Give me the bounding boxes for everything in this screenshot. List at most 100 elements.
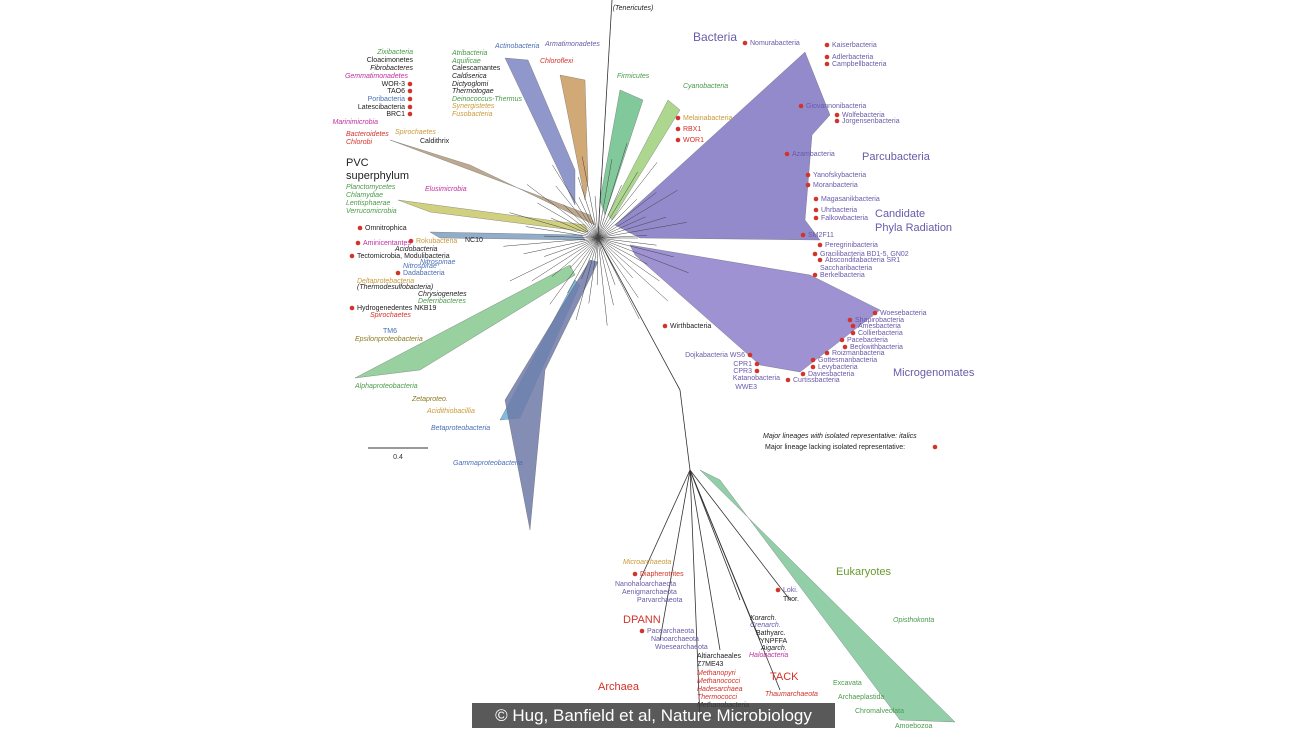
lineage-label: Epsilonproteobacteria <box>355 336 423 343</box>
lineage-label: Gottesmanbacteria <box>818 357 877 364</box>
lineage-label: Loki. <box>783 587 798 594</box>
lineage-label: superphylum <box>346 170 409 182</box>
branch <box>597 237 640 320</box>
labels: (Tenericutes)ZixibacteriaCloacimonetesFi… <box>332 5 974 730</box>
lineage-label: Zixibacteria <box>376 49 413 56</box>
lineage-label: TM6 <box>383 328 397 335</box>
lineage-label: Caldiserica <box>452 73 487 80</box>
lineage-label: Kaiserbacteria <box>832 42 877 49</box>
uncultured-marker <box>675 115 681 121</box>
branch <box>563 204 599 239</box>
uncultured-marker <box>775 587 781 593</box>
lineage-label: Campbellbacteria <box>832 61 887 68</box>
uncultured-marker <box>834 118 840 124</box>
lineage-label: (Tenericutes) <box>613 5 654 12</box>
lineage-label: Microarchaeota <box>623 559 671 566</box>
branch <box>597 159 613 239</box>
uncultured-marker <box>407 111 413 117</box>
branch <box>597 192 657 239</box>
lineage-label: Acidithiobacillia <box>426 408 475 415</box>
branch <box>597 222 687 239</box>
uncultured-marker <box>824 42 830 48</box>
lineage-label: Firmicutes <box>617 73 650 80</box>
lineage-label: Spirochaetes <box>370 312 411 319</box>
lineage-label: Hydrogenedentes NKB19 <box>357 305 436 312</box>
lineage-label: Chrysiogenetes <box>418 291 467 298</box>
lineage-label: Magasanikbacteria <box>821 196 880 203</box>
branch <box>597 217 666 239</box>
lineage-label: Adlerbacteria <box>832 54 873 61</box>
uncultured-marker <box>395 270 401 276</box>
lineage-label: Melainabacteria <box>683 115 733 122</box>
branch <box>551 237 599 277</box>
branch <box>594 196 599 239</box>
branch <box>597 235 647 239</box>
lineage-label: Giovannonibacteria <box>806 103 866 110</box>
lineage-label: Poribacteria <box>368 96 405 103</box>
branch <box>597 177 602 239</box>
lineage-label: Nitrospinae <box>420 259 456 266</box>
lineage-label: Gammaproteobacteria <box>453 460 523 467</box>
scale-label: 0.4 <box>393 454 403 461</box>
branch <box>577 177 599 239</box>
lineage-label: Gracilibacteria BD1-5, GN02 <box>820 251 909 258</box>
uncultured-marker <box>632 571 638 577</box>
tree-branches <box>354 0 956 723</box>
uncultured-marker <box>824 350 830 356</box>
lineage-label: Calescamantes <box>452 65 501 72</box>
clade-wedge <box>504 259 599 531</box>
uncultured-marker <box>785 377 791 383</box>
lineage-label: Chlamydiae <box>346 192 383 199</box>
lineage-label: Bathyarc. <box>756 630 786 637</box>
lineage-label: Rokubacteria <box>416 238 457 245</box>
branch <box>597 0 613 239</box>
lineage-label: Saccharibacteria <box>820 265 872 272</box>
uncultured-marker <box>842 344 848 350</box>
branch <box>639 469 691 581</box>
branch <box>555 185 599 239</box>
clade-wedge <box>629 244 881 373</box>
clade-wedge <box>614 51 831 241</box>
lineage-label: Planctomycetes <box>346 184 396 191</box>
uncultured-marker <box>675 137 681 143</box>
branch <box>552 164 599 239</box>
branch <box>597 237 669 302</box>
branch <box>689 469 791 601</box>
uncultured-marker <box>408 238 414 244</box>
lineage-label: Hadesarchaea <box>697 686 743 693</box>
lineage-label: Omnitrophica <box>365 225 407 232</box>
branch <box>550 217 599 239</box>
lineage-label: Pacebacteria <box>847 337 888 344</box>
branch <box>597 237 633 279</box>
lineage-label: Betaproteobacteria <box>431 425 490 432</box>
uncultured-marker <box>839 337 845 343</box>
lineage-label: (Thermodesulfobacteria) <box>357 284 433 291</box>
uncultured-marker <box>834 112 840 118</box>
branch <box>597 237 648 265</box>
lineage-label: Armatimonadetes <box>544 41 600 48</box>
lineage-label: Opisthokonta <box>893 617 934 624</box>
branch <box>597 189 678 239</box>
lineage-label: SM2F11 <box>808 232 834 239</box>
clade-wedge <box>559 74 589 201</box>
lineage-label: Peregrinibacteria <box>825 242 878 249</box>
lineage-label: Uhrbacteria <box>821 207 857 214</box>
lineage-label: PVC <box>346 157 369 169</box>
branch <box>597 162 658 239</box>
lineage-label: NC10 <box>465 237 483 244</box>
uncultured-marker <box>754 368 760 374</box>
lineage-label: Korarch. <box>750 615 777 622</box>
lineage-label: Caldithrix <box>420 138 450 145</box>
branch <box>597 198 638 239</box>
branch <box>509 212 599 239</box>
uncultured-marker <box>805 182 811 188</box>
branch <box>523 237 599 255</box>
lineage-label: Aigarch. <box>760 645 787 652</box>
lineage-label: Archaea <box>598 681 640 693</box>
lineage-label: Gemmatimonadetes <box>345 73 409 80</box>
clade-wedge <box>607 99 681 221</box>
uncultured-marker <box>800 232 806 238</box>
lineage-label: Amesbacteria <box>858 323 901 330</box>
branch <box>597 171 638 239</box>
uncultured-marker <box>812 251 818 257</box>
